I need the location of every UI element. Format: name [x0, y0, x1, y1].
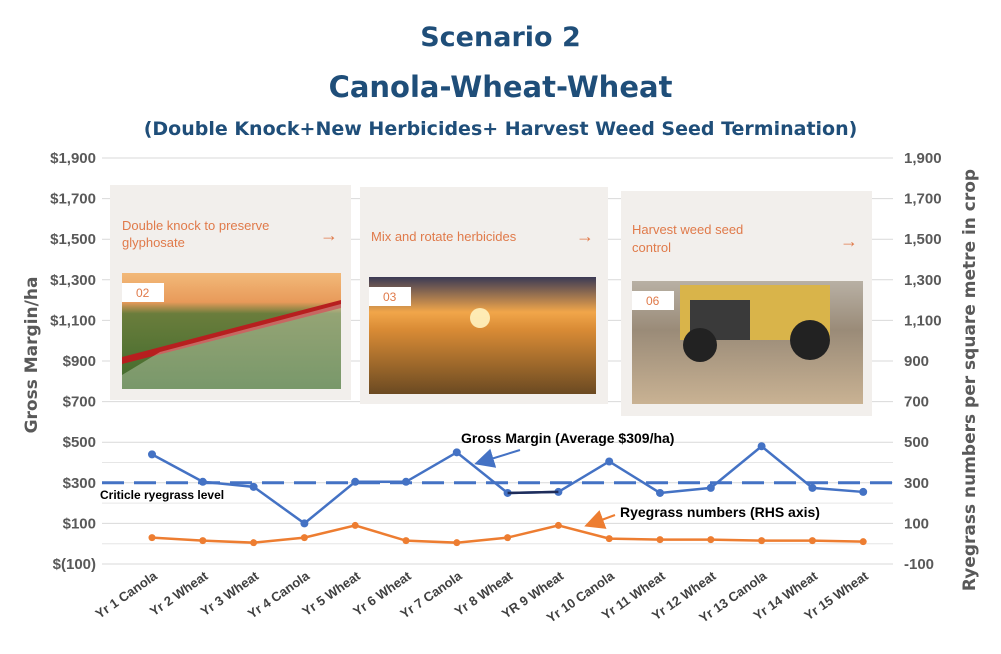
left-tick-label: $1,900	[50, 150, 96, 167]
data-point	[707, 536, 715, 544]
card-2-badge: 03	[383, 290, 397, 304]
gross-margin-series	[148, 442, 868, 528]
right-tick-label: 1,700	[904, 191, 942, 208]
card-3-line-2: control	[632, 240, 671, 255]
gross-margin-annotation: Gross Margin (Average $309/ha)	[461, 430, 674, 446]
arrow-right-icon: →	[320, 225, 338, 245]
data-point	[351, 477, 360, 486]
arrow-right-icon: →	[840, 231, 858, 251]
left-tick-label: $500	[63, 434, 96, 451]
right-axis-title: Ryegrass numbers per square metre in cro…	[960, 169, 980, 591]
left-tick-label: $900	[63, 353, 96, 370]
left-tick-label: $300	[63, 475, 96, 492]
gross-margin-arrow	[474, 448, 521, 468]
data-point	[452, 448, 461, 457]
data-point	[656, 488, 664, 497]
category-label: Yr 1 Canola	[93, 568, 161, 622]
data-point	[757, 442, 766, 451]
chart-subtitle: Canola-Wheat-Wheat	[328, 70, 673, 104]
data-point	[656, 536, 664, 544]
right-tick-label: 1,500	[904, 231, 942, 248]
data-point	[554, 521, 562, 529]
data-point	[758, 537, 766, 545]
critical-ryegrass-label: Criticle ryegrass level	[100, 488, 224, 502]
highlight-segment	[507, 490, 559, 495]
data-point	[198, 477, 207, 486]
data-point	[199, 537, 207, 545]
right-tick-label: 1,100	[904, 312, 942, 329]
data-point	[859, 538, 867, 546]
right-tick-label: 700	[904, 394, 929, 411]
left-tick-label: $(100)	[53, 556, 96, 573]
card-1-line-1: Double knock to preserve	[122, 218, 269, 233]
right-tick-label: 900	[904, 353, 929, 370]
data-point	[504, 534, 512, 542]
right-tick-label: 1,900	[904, 150, 942, 167]
data-point	[808, 483, 817, 492]
card-mix-rotate: Mix and rotate herbicides → 03	[360, 187, 608, 404]
ryegrass-annotation: Ryegrass numbers (RHS axis)	[620, 504, 820, 520]
left-tick-label: $1,500	[50, 231, 96, 248]
left-tick-label: $1,100	[50, 312, 96, 329]
chart-title: Scenario 2	[420, 22, 581, 53]
right-tick-label: 500	[904, 434, 929, 451]
data-point	[453, 539, 461, 547]
data-point	[605, 457, 614, 466]
card-1-badge: 02	[136, 286, 150, 300]
left-tick-label: $700	[63, 394, 96, 411]
data-point	[250, 539, 258, 547]
data-point	[402, 537, 410, 545]
data-point	[148, 534, 156, 542]
data-point	[706, 483, 715, 492]
ryegrass-series	[148, 521, 867, 547]
chart-caption: (Double Knock+New Herbicides+ Harvest We…	[143, 118, 858, 140]
data-point	[859, 487, 868, 496]
right-tick-label: 1,300	[904, 272, 942, 289]
data-point	[351, 521, 359, 529]
card-3-line-1: Harvest weed seed	[632, 222, 743, 237]
right-axis-ticks: 1,900 1,700 1,500 1,300 1,100 900 700 500 300 100…	[904, 150, 942, 573]
card-double-knock: Double knock to preserve glyphosate → 02	[110, 185, 351, 400]
right-tick-label: -100	[904, 556, 934, 573]
left-tick-label: $1,300	[50, 272, 96, 289]
left-tick-label: $1,700	[50, 191, 96, 208]
data-point	[249, 482, 258, 491]
card-3-badge: 06	[646, 294, 660, 308]
data-point	[148, 450, 156, 459]
data-point	[300, 534, 308, 542]
left-axis-ticks: $1,900 $1,700 $1,500 $1,300 $1,100 $900 $700 $5…	[50, 150, 96, 573]
card-2-line-1: Mix and rotate herbicides	[371, 229, 517, 244]
data-point	[808, 537, 816, 545]
data-point	[402, 477, 410, 486]
right-tick-label: 100	[904, 515, 929, 532]
data-point	[605, 535, 613, 543]
card-harvest-weed-seed: Harvest weed seed control → 06	[621, 191, 872, 416]
left-tick-label: $100	[63, 515, 96, 532]
card-1-line-2: glyphosate	[122, 235, 185, 250]
data-point	[300, 519, 309, 528]
left-axis-title: Gross Margin/ha	[22, 277, 42, 434]
right-tick-label: 300	[904, 475, 929, 492]
arrow-right-icon: →	[576, 226, 594, 246]
ryegrass-arrow	[584, 510, 616, 529]
